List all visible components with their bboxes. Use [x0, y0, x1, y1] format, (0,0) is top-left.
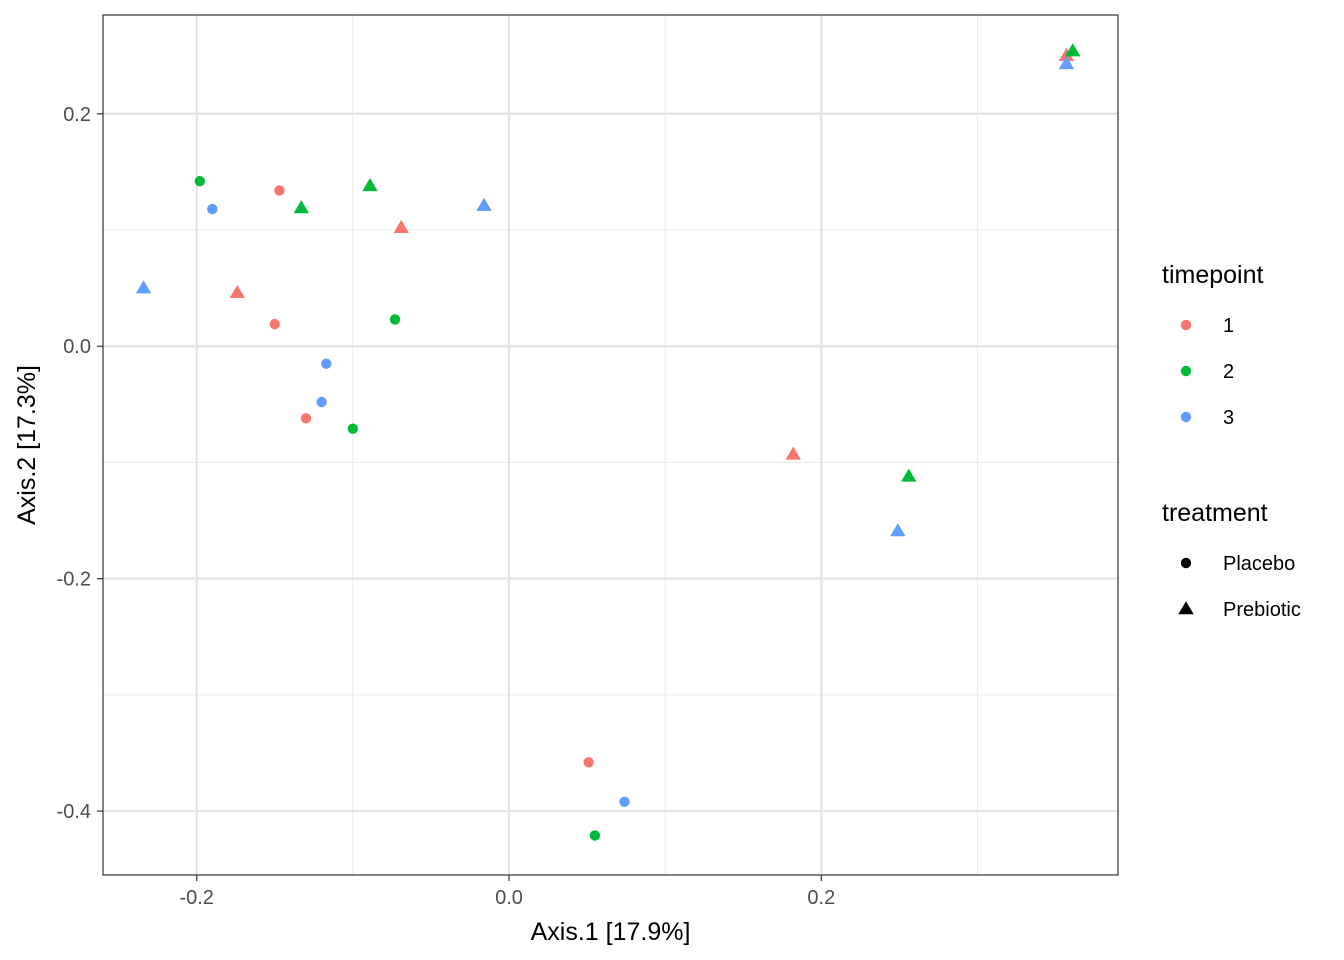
minor-gridlines — [103, 15, 1118, 875]
y-axis-title: Axis.2 [17.3%] — [13, 365, 41, 525]
legend-key-placebo — [1180, 557, 1192, 569]
point-placebo-t1 — [274, 185, 285, 196]
point-placebo-t3 — [619, 796, 630, 807]
y-tick-label: -0.2 — [57, 569, 91, 591]
legend-title-timepoint: timepoint — [1162, 261, 1263, 289]
point-prebiotic-t2 — [1065, 43, 1081, 57]
plot-panel — [103, 15, 1118, 875]
y-tick-label: 0.0 — [63, 336, 91, 358]
legend-key-prebiotic — [1178, 601, 1194, 615]
x-tick-label: -0.2 — [179, 887, 213, 909]
point-placebo-t2 — [389, 314, 401, 325]
legend: timepoint treatment 1 2 3 Placebo Prebiotic — [1162, 261, 1301, 621]
point-placebo-t3 — [316, 396, 327, 408]
point-placebo-t1 — [269, 318, 280, 330]
legend-key-timepoint-1 — [1180, 319, 1192, 331]
point-prebiotic-t2 — [901, 468, 917, 482]
point-prebiotic-t2 — [293, 200, 310, 214]
legend-treatment-entries: Placebo Prebiotic — [1178, 553, 1301, 621]
panel-border — [102, 14, 1119, 876]
major-gridlines — [103, 15, 1118, 875]
point-prebiotic-t3 — [1058, 55, 1075, 70]
legend-key-timepoint-2 — [1180, 365, 1192, 377]
legend-label-timepoint-2: 2 — [1223, 361, 1234, 383]
y-tick-label: -0.4 — [57, 801, 91, 823]
legend-label-timepoint-1: 1 — [1223, 315, 1234, 337]
x-axis-title: Axis.1 [17.9%] — [531, 918, 691, 946]
x-tick-label: 0.2 — [807, 887, 835, 909]
point-placebo-t2 — [589, 830, 601, 841]
legend-title-treatment: treatment — [1162, 499, 1268, 527]
point-prebiotic-t3 — [476, 197, 492, 211]
point-placebo-t2 — [194, 175, 206, 187]
point-placebo-t2 — [347, 423, 359, 434]
data-points — [135, 43, 1081, 841]
point-prebiotic-t3 — [890, 523, 906, 537]
point-placebo-t1 — [583, 757, 594, 768]
point-placebo-t3 — [321, 358, 332, 369]
point-placebo-t1 — [300, 413, 312, 424]
legend-timepoint-entries: 1 2 3 — [1180, 315, 1234, 429]
legend-label-placebo: Placebo — [1223, 553, 1295, 575]
point-prebiotic-t1 — [785, 446, 801, 460]
point-prebiotic-t3 — [135, 280, 152, 294]
point-prebiotic-t1 — [393, 219, 409, 233]
point-prebiotic-t2 — [362, 178, 378, 192]
axis-ticks — [97, 113, 822, 881]
legend-key-timepoint-3 — [1180, 411, 1192, 423]
legend-label-timepoint-3: 3 — [1223, 407, 1234, 429]
point-prebiotic-t1 — [229, 284, 245, 299]
point-placebo-t3 — [207, 203, 218, 215]
axis-tick-labels: -0.2 0.0 0.2 0.2 0.0 -0.2 -0.4 — [57, 104, 836, 909]
x-tick-label: 0.0 — [495, 887, 523, 909]
legend-label-prebiotic: Prebiotic — [1223, 599, 1301, 621]
y-tick-label: 0.2 — [63, 104, 91, 126]
